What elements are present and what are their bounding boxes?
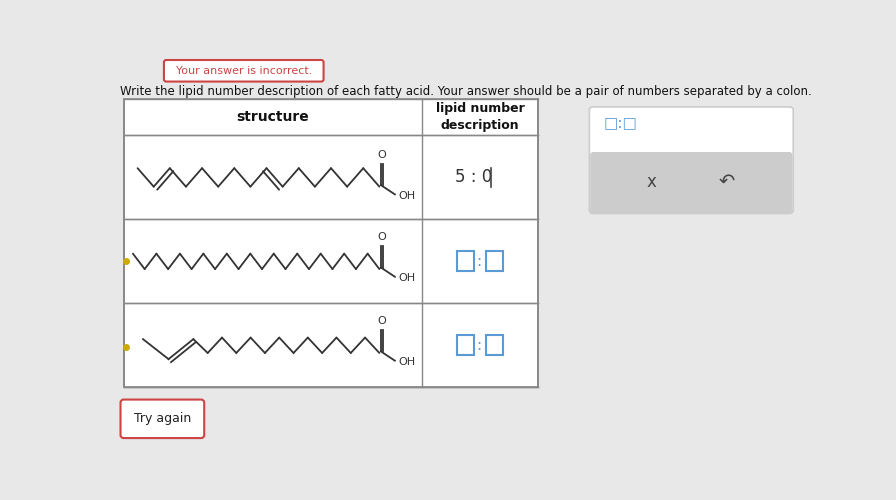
Text: Write the lipid number description of each fatty acid. Your answer should be a p: Write the lipid number description of ea… [120, 84, 812, 98]
Text: OH: OH [398, 191, 415, 201]
Text: :: : [476, 254, 481, 269]
Bar [487, 252, 504, 272]
Text: O: O [378, 150, 386, 160]
Text: □:□: □:□ [603, 116, 637, 132]
Text: ↶: ↶ [719, 172, 735, 191]
Bar [457, 252, 474, 272]
FancyBboxPatch shape [590, 107, 793, 213]
Text: structure: structure [237, 110, 309, 124]
Text: O: O [378, 232, 386, 242]
Text: :: : [476, 338, 481, 353]
Bar [487, 336, 504, 355]
Text: O: O [378, 316, 386, 326]
Text: 5 : 0: 5 : 0 [455, 168, 493, 186]
Text: lipid number
description: lipid number description [435, 102, 524, 132]
Text: OH: OH [398, 357, 415, 367]
Text: Try again: Try again [134, 412, 191, 426]
FancyBboxPatch shape [164, 60, 323, 82]
Bar [457, 336, 474, 355]
Bar [124, 98, 538, 387]
Text: x: x [647, 172, 657, 190]
FancyBboxPatch shape [590, 152, 792, 214]
FancyBboxPatch shape [121, 400, 204, 438]
Text: OH: OH [398, 274, 415, 283]
Text: Your answer is incorrect.: Your answer is incorrect. [176, 66, 312, 76]
Bar [593, 155, 789, 208]
